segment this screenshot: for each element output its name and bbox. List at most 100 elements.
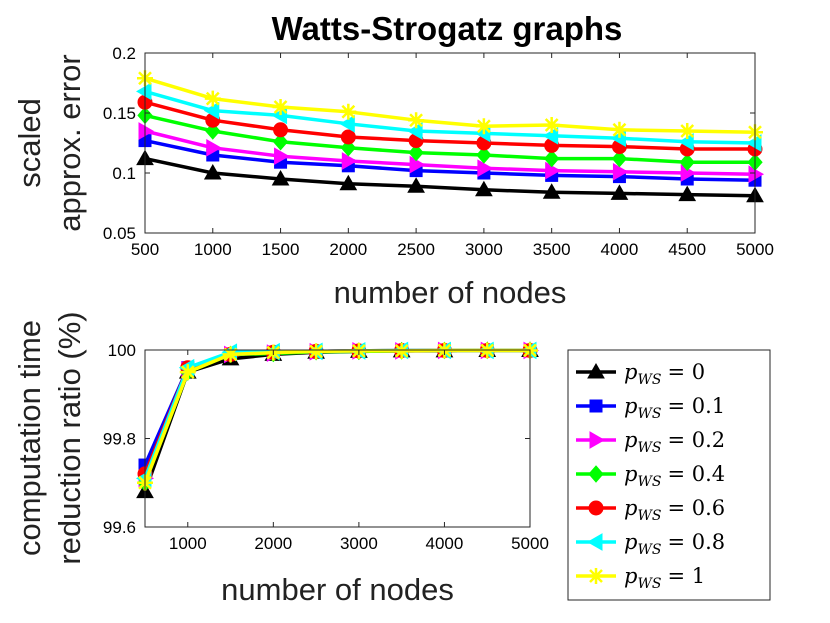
data-point [476, 146, 492, 164]
legend-value: = 0.8 [667, 530, 725, 554]
y-tick-label: 100 [108, 341, 136, 360]
data-point [222, 346, 239, 363]
legend-marker [586, 533, 603, 551]
data-point [204, 90, 221, 107]
data-point [273, 122, 289, 138]
data-point [475, 118, 492, 135]
legend-subscript: WS [637, 406, 661, 422]
x-tick-label: 2500 [397, 240, 435, 259]
x-tick-label: 3000 [340, 534, 378, 553]
legend-value: = 1 [667, 564, 705, 588]
data-point [610, 184, 629, 200]
legend-value: = 0.6 [667, 496, 725, 520]
series-line [144, 100, 755, 151]
data-point [408, 112, 425, 129]
legend-label: pWS = 0.6 [624, 496, 725, 524]
x-tick-label: 1000 [194, 240, 232, 259]
data-point [611, 121, 628, 138]
data-point [545, 161, 561, 180]
x-axis-label: number of nodes [221, 572, 454, 607]
y-tick-label: 0.05 [103, 224, 136, 243]
series-line [144, 76, 756, 134]
axes-box [144, 52, 756, 234]
data-point [271, 169, 290, 186]
y-axis-label: scaled [12, 98, 47, 188]
data-point [679, 153, 695, 171]
x-tick-label: 3000 [465, 240, 503, 259]
data-point [542, 183, 561, 199]
legend-label: pWS = 0.8 [624, 530, 725, 558]
data-point [179, 364, 196, 381]
data-point [679, 123, 696, 139]
x-tick-label: 3500 [533, 240, 571, 259]
legend-marker [588, 568, 604, 584]
x-axis-label: number of nodes [334, 275, 567, 310]
y-axis-label: reduction ratio (%) [52, 311, 87, 564]
data-point [308, 343, 325, 360]
legend-subscript: WS [637, 372, 661, 388]
data-point [340, 129, 356, 145]
series-line [144, 129, 756, 176]
series-line [144, 113, 755, 164]
data-point [340, 139, 356, 157]
legend-symbol: p [624, 394, 637, 418]
legend-subscript: WS [637, 576, 661, 592]
legend-value: = 0 [667, 360, 705, 384]
legend-symbol: p [624, 530, 637, 554]
legend-label: pWS = 0 [624, 360, 705, 388]
legend-value: = 0.4 [667, 462, 725, 486]
legend-symbol: p [624, 496, 637, 520]
bottom-plot: 1000 2000 3000 4000 5000 99.6 99.8 100 number of… [12, 311, 549, 607]
legend-symbol: p [624, 360, 637, 384]
x-tick-label: 1500 [262, 240, 300, 259]
legend-symbol: p [624, 428, 637, 452]
series-group [135, 70, 765, 203]
data-point [272, 133, 289, 151]
y-tick-label: 0.1 [112, 164, 136, 183]
y-axis-label: computation time [12, 320, 47, 556]
legend-symbol: p [624, 462, 637, 486]
x-tick-label: 5000 [511, 534, 549, 553]
legend-marker [589, 399, 603, 413]
x-tick-label: 2000 [254, 534, 292, 553]
legend-value: = 0.2 [667, 428, 725, 452]
legend-marker [588, 465, 604, 483]
data-point [475, 180, 493, 197]
data-point [135, 82, 152, 101]
legend-label: pWS = 0.4 [624, 462, 725, 490]
x-tick-label: 5000 [736, 240, 774, 259]
x-tick-label: 4500 [668, 240, 706, 259]
data-point [408, 143, 424, 162]
y-tick-label: 99.6 [103, 518, 136, 537]
x-tick-label: 4000 [426, 534, 464, 553]
series-line [144, 89, 756, 145]
y-tick-label: 0.2 [112, 44, 136, 63]
data-point [543, 117, 560, 133]
data-point [341, 152, 358, 170]
chart-title: Watts-Strogatz graphs [272, 10, 623, 47]
legend-marker [589, 431, 606, 449]
data-point [340, 103, 357, 120]
x-tick-label: 2000 [329, 240, 367, 259]
series-line [144, 138, 756, 182]
data-point [407, 177, 425, 193]
data-point [274, 147, 290, 166]
data-point [203, 163, 222, 180]
data-point [678, 185, 697, 202]
y-axis-label: approx. error [52, 54, 87, 231]
data-point [206, 138, 222, 157]
data-point [339, 174, 358, 191]
x-tick-label: 1000 [169, 534, 207, 553]
legend-label: pWS = 0.1 [624, 394, 725, 422]
legend-subscript: WS [637, 542, 661, 558]
data-point [138, 122, 155, 140]
top-plot: 500 1000 1500 2000 2500 3000 3500 4000 4500 5000 0… [12, 44, 774, 310]
data-point [477, 159, 493, 178]
legend-marker [587, 362, 605, 379]
data-point [544, 149, 560, 168]
legend-subscript: WS [637, 474, 661, 490]
data-point [393, 342, 410, 359]
data-point [272, 99, 289, 115]
legend-subscript: WS [637, 440, 661, 456]
